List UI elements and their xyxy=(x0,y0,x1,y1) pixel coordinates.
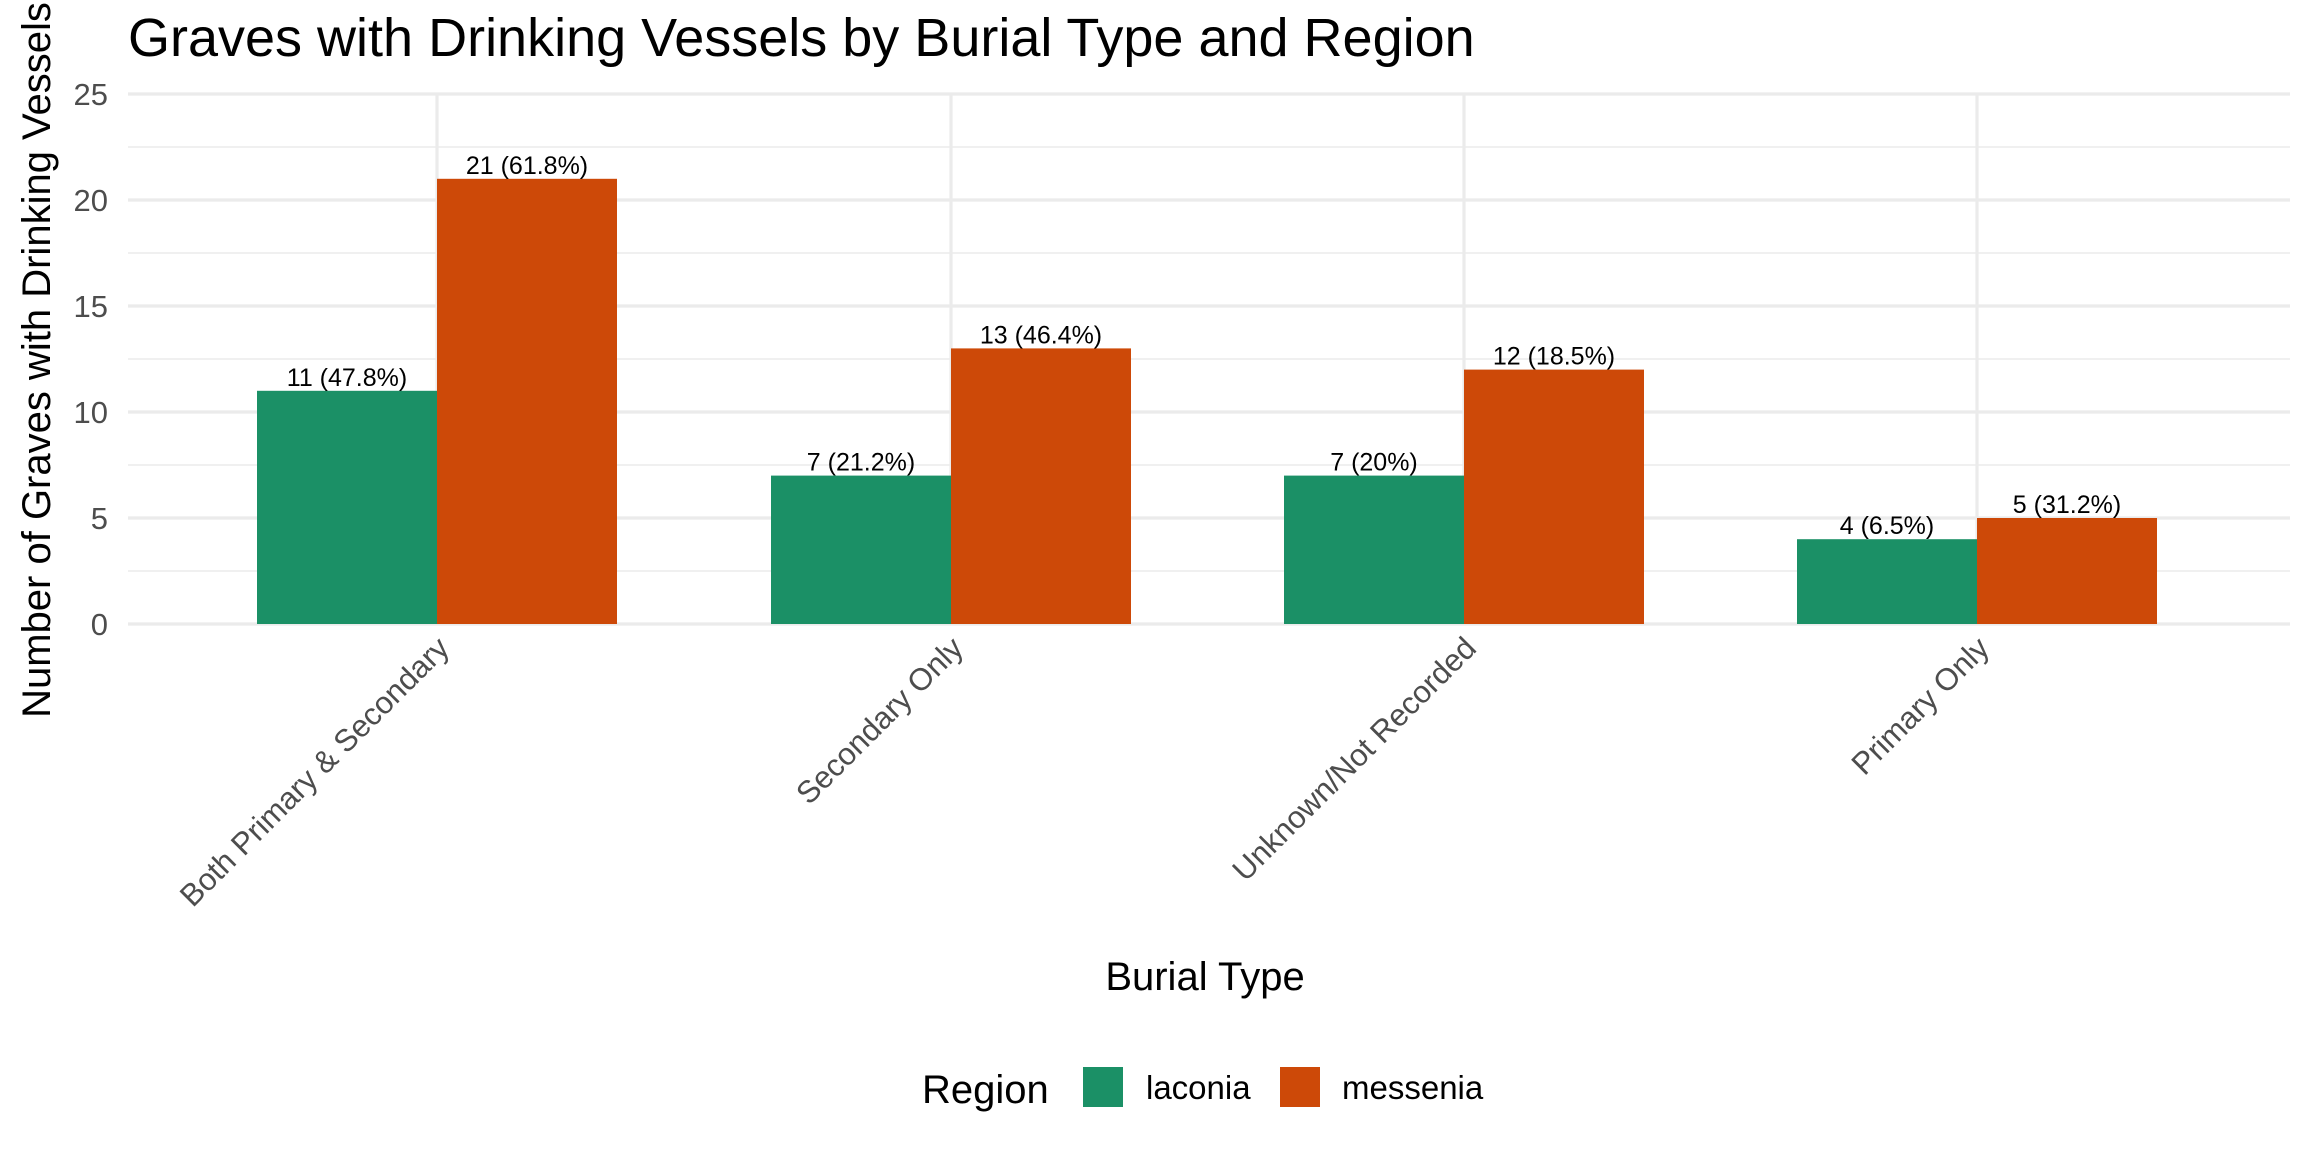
x-tick-label: Primary Only xyxy=(1845,630,1997,782)
x-tick-label: Unknown/Not Recorded xyxy=(1225,630,1482,887)
x-tick-label: Secondary Only xyxy=(789,630,970,811)
legend-label-laconia: laconia xyxy=(1146,1069,1251,1106)
x-axis-ticks: Both Primary & Secondary Secondary Only Un… xyxy=(173,630,1996,913)
bar-messenia-3 xyxy=(1977,518,2157,624)
legend-swatch-laconia xyxy=(1083,1067,1123,1107)
bar-messenia-1 xyxy=(951,348,1131,624)
x-axis-title: Burial Type xyxy=(1105,955,1304,999)
data-label-messenia-1: 13 (46.4%) xyxy=(980,321,1102,349)
bar-laconia-3 xyxy=(1797,539,1977,624)
bar-laconia-2 xyxy=(1284,475,1464,624)
y-tick-label: 5 xyxy=(91,501,108,536)
data-label-messenia-3: 5 (31.2%) xyxy=(2013,491,2121,519)
y-axis-ticks: 0 5 10 15 20 25 xyxy=(74,77,108,642)
bars xyxy=(257,178,2157,625)
y-tick-label: 0 xyxy=(91,607,108,642)
y-tick-label: 20 xyxy=(74,183,108,218)
bar-laconia-0 xyxy=(257,390,437,624)
y-axis-title: Number of Graves with Drinking Vessels xyxy=(15,2,59,718)
data-label-messenia-0: 21 (61.8%) xyxy=(466,152,588,180)
legend-swatch-messenia xyxy=(1280,1067,1320,1107)
data-label-laconia-3: 4 (6.5%) xyxy=(1840,512,1934,540)
chart-title: Graves with Drinking Vessels by Burial T… xyxy=(128,8,1475,68)
data-label-laconia-2: 7 (20%) xyxy=(1330,449,1418,477)
bar-messenia-2 xyxy=(1464,369,1644,624)
y-tick-label: 10 xyxy=(74,395,108,430)
legend-title: Region xyxy=(922,1068,1049,1112)
bar-messenia-0 xyxy=(437,178,617,625)
y-tick-label: 25 xyxy=(74,77,108,112)
data-label-laconia-0: 11 (47.8%) xyxy=(287,364,407,392)
bar-laconia-1 xyxy=(771,475,951,624)
data-label-messenia-2: 12 (18.5%) xyxy=(1493,343,1615,371)
data-labels: 11 (47.8%) 7 (21.2%) 7 (20%) 4 (6.5%) 21 (61… xyxy=(287,152,2121,540)
x-tick-label: Both Primary & Secondary xyxy=(173,630,456,913)
data-label-laconia-1: 7 (21.2%) xyxy=(807,449,915,477)
legend-label-messenia: messenia xyxy=(1342,1069,1484,1106)
legend: Region laconia messenia xyxy=(922,1067,1484,1112)
y-tick-label: 15 xyxy=(74,289,108,324)
